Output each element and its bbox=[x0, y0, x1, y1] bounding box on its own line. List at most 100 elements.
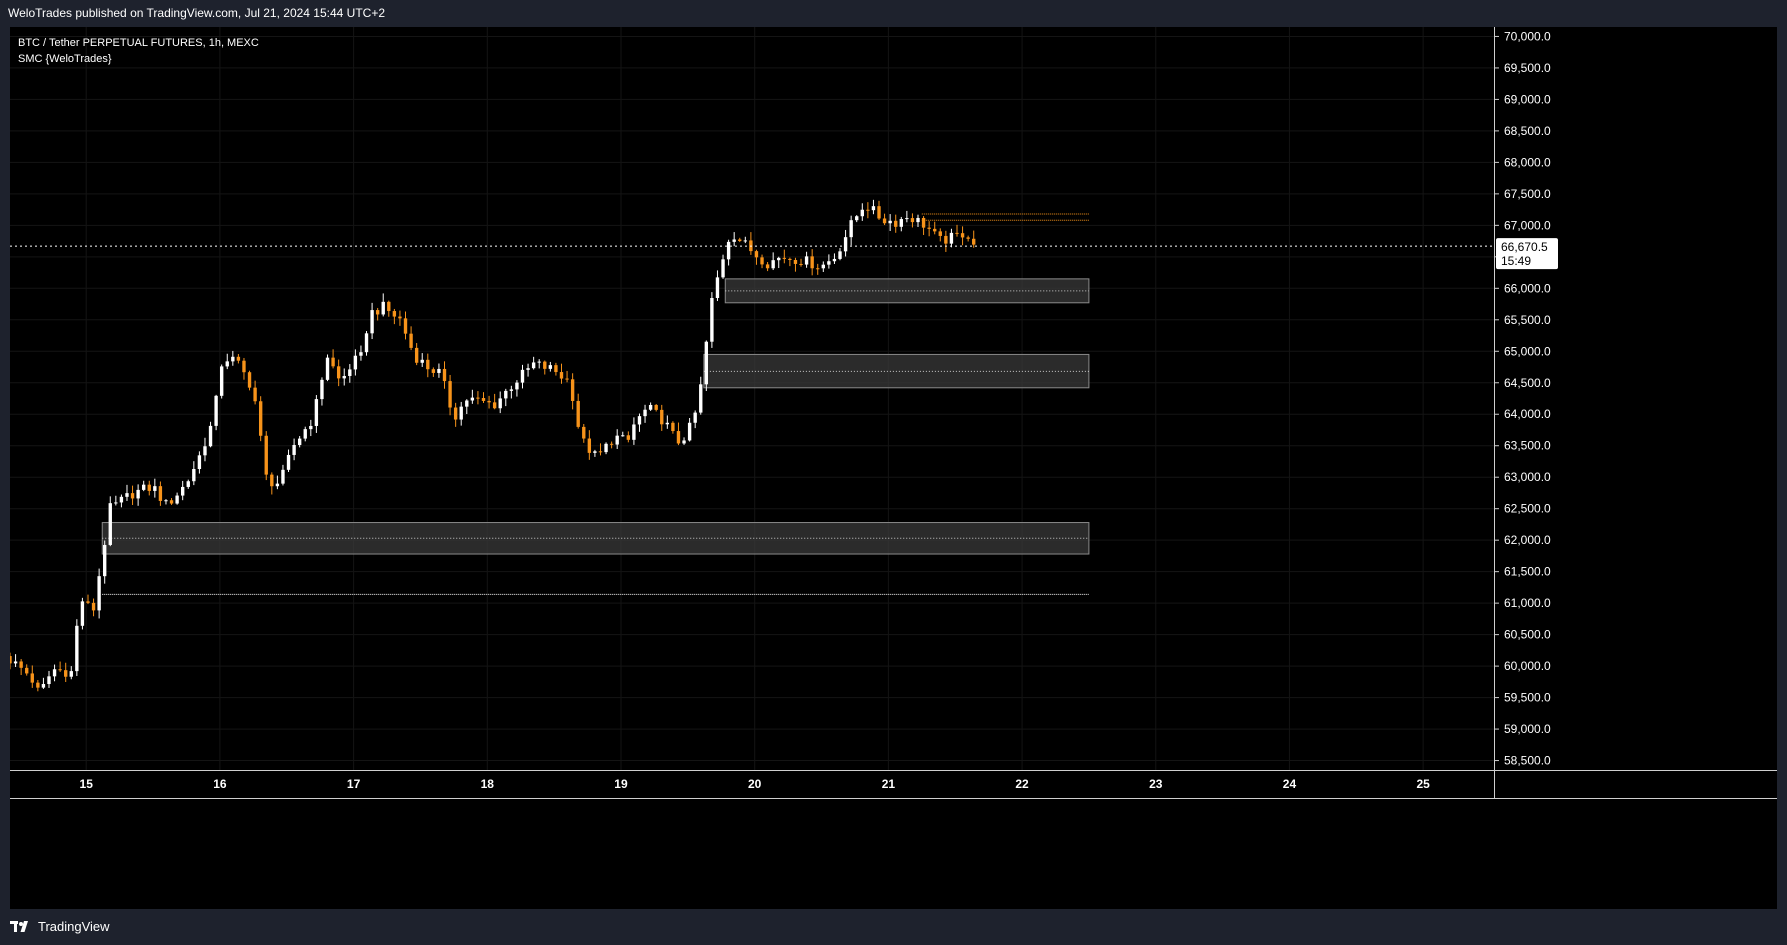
candle-body bbox=[804, 256, 809, 265]
candle-body bbox=[353, 355, 358, 370]
candle-body bbox=[465, 400, 469, 407]
candle bbox=[231, 350, 235, 366]
x-tick-label: 21 bbox=[882, 777, 896, 791]
candle bbox=[75, 619, 79, 677]
candle-body bbox=[453, 407, 458, 420]
candle bbox=[481, 392, 486, 404]
candle bbox=[136, 484, 140, 506]
candle-body bbox=[197, 455, 202, 470]
candle-body bbox=[320, 379, 324, 400]
candle bbox=[788, 257, 792, 267]
candle-body bbox=[303, 429, 307, 439]
candle bbox=[732, 232, 736, 247]
candle bbox=[693, 410, 697, 429]
candle bbox=[359, 345, 363, 361]
indicator-label[interactable]: SMC {WeloTrades} bbox=[18, 53, 112, 65]
candle-body bbox=[972, 238, 976, 245]
candle-body bbox=[537, 361, 541, 363]
candle-body bbox=[899, 219, 903, 227]
candle-body bbox=[648, 404, 653, 410]
candle-body bbox=[816, 268, 820, 270]
candle bbox=[676, 422, 681, 446]
candle-body bbox=[359, 352, 363, 356]
candle-body bbox=[715, 277, 720, 298]
candle-body bbox=[910, 218, 915, 223]
candle bbox=[782, 249, 786, 264]
candle bbox=[537, 359, 541, 369]
candle bbox=[699, 376, 703, 415]
footer-brand[interactable]: TradingView bbox=[10, 919, 110, 934]
candle-body bbox=[843, 237, 848, 252]
candle-body bbox=[515, 382, 519, 390]
symbol-label[interactable]: BTC / Tether PERPETUAL FUTURES, 1h, MEXC bbox=[18, 37, 259, 49]
candle-body bbox=[86, 601, 90, 603]
published-text: WeloTrades published on TradingView.com,… bbox=[8, 6, 386, 20]
candle bbox=[637, 413, 642, 432]
candle bbox=[175, 492, 179, 505]
candle-body bbox=[509, 389, 514, 391]
candle bbox=[526, 363, 530, 377]
candle bbox=[91, 598, 96, 617]
candle bbox=[258, 396, 263, 442]
candle-body bbox=[258, 401, 263, 436]
current-price-countdown: 15:49 bbox=[1501, 254, 1531, 268]
candle-body bbox=[866, 209, 870, 211]
x-tick-label: 25 bbox=[1416, 777, 1430, 791]
candle-body bbox=[342, 375, 346, 379]
candle bbox=[69, 666, 73, 680]
candle-body bbox=[531, 362, 536, 369]
candle-body bbox=[615, 435, 619, 445]
candle bbox=[286, 449, 291, 472]
candle bbox=[453, 402, 458, 427]
candle bbox=[219, 364, 224, 399]
candle-body bbox=[58, 669, 62, 671]
candle bbox=[281, 464, 285, 486]
candle bbox=[292, 438, 296, 461]
candle-body bbox=[264, 435, 268, 475]
candle bbox=[64, 662, 68, 682]
candle bbox=[860, 203, 864, 221]
candle-body bbox=[676, 431, 681, 444]
candle bbox=[470, 389, 475, 404]
candle bbox=[598, 443, 603, 456]
candle bbox=[827, 254, 831, 269]
candle-body bbox=[682, 440, 686, 444]
y-tick-label: 67,500.0 bbox=[1504, 187, 1551, 201]
candle bbox=[197, 451, 202, 474]
candle-body bbox=[25, 667, 29, 674]
candle bbox=[966, 235, 970, 242]
candle-body bbox=[253, 387, 257, 402]
candle-body bbox=[130, 493, 135, 499]
candle-body bbox=[760, 257, 764, 265]
candle bbox=[264, 431, 268, 481]
candle-body bbox=[69, 671, 73, 677]
candle bbox=[236, 354, 241, 364]
candle bbox=[242, 357, 246, 380]
candle-body bbox=[710, 297, 714, 342]
candle bbox=[47, 670, 51, 688]
candle bbox=[882, 213, 887, 226]
candle bbox=[838, 248, 842, 261]
candle-body bbox=[219, 366, 224, 396]
chart-area[interactable]: 70,000.0 69,500.0 69,000.0 68,500.0 68,000.0… bbox=[10, 27, 1777, 909]
candle-body bbox=[192, 469, 196, 482]
candle bbox=[153, 478, 157, 498]
candle-body bbox=[459, 406, 463, 420]
candle-body bbox=[97, 576, 101, 611]
candle bbox=[604, 442, 608, 455]
chart-svg[interactable]: 70,000.0 69,500.0 69,000.0 68,500.0 68,000.0… bbox=[10, 27, 1777, 909]
candle bbox=[364, 331, 369, 356]
candle bbox=[504, 388, 508, 407]
candle-body bbox=[582, 426, 586, 439]
candle bbox=[938, 228, 942, 242]
candle bbox=[804, 251, 809, 268]
candle bbox=[336, 359, 341, 387]
y-tick-label: 67,000.0 bbox=[1504, 218, 1551, 232]
candle bbox=[832, 253, 837, 264]
y-tick-label: 60,000.0 bbox=[1504, 659, 1551, 673]
candle bbox=[554, 362, 558, 376]
y-tick-label: 69,000.0 bbox=[1504, 92, 1551, 106]
candle bbox=[520, 364, 525, 389]
candle-body bbox=[420, 359, 424, 363]
candle-body bbox=[905, 218, 909, 220]
